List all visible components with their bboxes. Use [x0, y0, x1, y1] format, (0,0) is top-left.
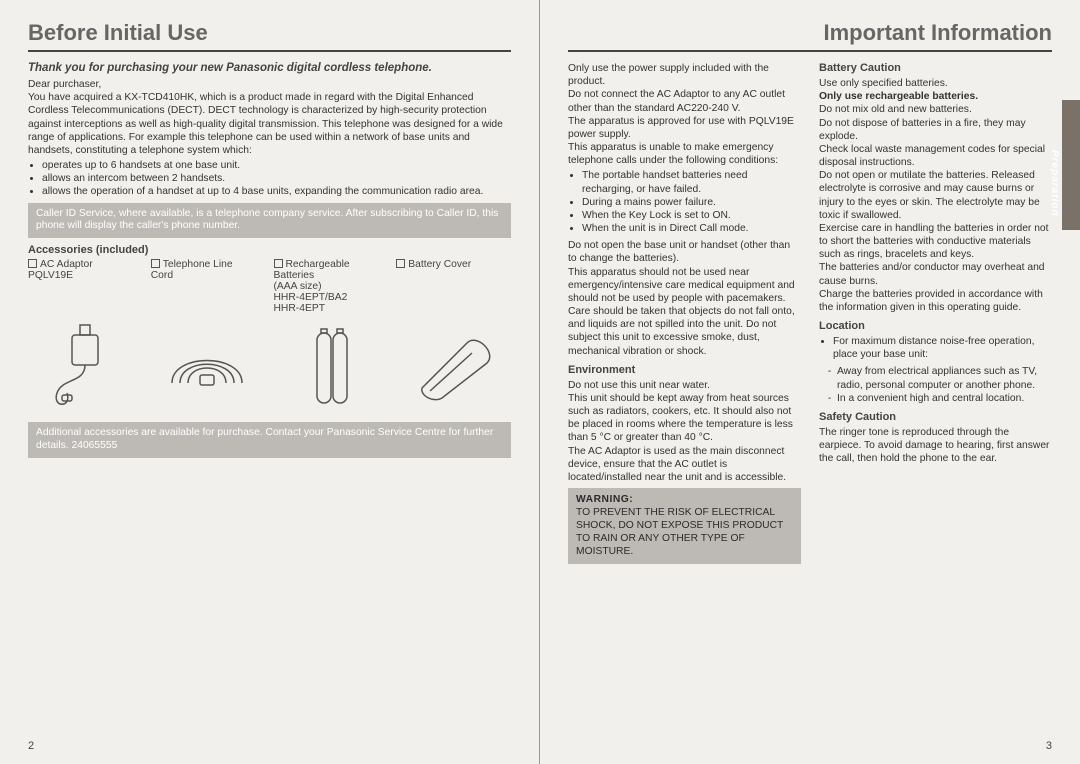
bullet: Away from electrical appliances such as …: [837, 365, 1052, 391]
bullet: allows an intercom between 2 handsets.: [42, 172, 511, 185]
page-number: 3: [1046, 740, 1052, 752]
bullets1: operates up to 6 handsets at one base un…: [28, 159, 511, 199]
bullet: In a convenient high and central locatio…: [837, 392, 1052, 405]
col1-mid: Do not open the base unit or handset (ot…: [568, 239, 801, 358]
acc-label: Telephone Line: [163, 259, 233, 270]
adaptor-icon: [28, 323, 137, 413]
warning-box: WARNING: TO PREVENT THE RISK OF ELECTRIC…: [568, 488, 801, 564]
loc-bullets: Away from electrical appliances such as …: [819, 365, 1052, 405]
acc-sub: Batteries (AAA size) HHR-4EPT/BA2 HHR-4E…: [274, 270, 348, 314]
battery-cover-icon: [402, 333, 511, 403]
bat-l2: Only use rechargeable batteries.: [819, 90, 1052, 103]
checkbox-icon: [28, 259, 37, 268]
col1-bullets: The portable handset batteries need rech…: [568, 169, 801, 235]
checkbox-icon: [396, 259, 405, 268]
acc-col: Battery Cover: [396, 259, 511, 314]
bullet: When the Key Lock is set to ON.: [582, 209, 801, 222]
rule: [28, 50, 511, 52]
page-right: Important Information Only use the power…: [540, 0, 1080, 764]
acc-sub: Cord: [151, 270, 173, 281]
bullet: During a mains power failure.: [582, 196, 801, 209]
tab-label: Preparation: [1049, 150, 1060, 168]
intro: Thank you for purchasing your new Panaso…: [28, 62, 511, 74]
bat-l1: Use only specified batteries.: [819, 77, 1052, 90]
warning-title: WARNING:: [576, 494, 793, 507]
acc-label: AC Adaptor: [40, 259, 93, 270]
env-text: Do not use this unit near water. This un…: [568, 379, 801, 484]
accessories-row: AC Adaptor PQLV19E Telephone Line Cord R…: [28, 259, 511, 314]
page-number: 2: [28, 740, 34, 752]
page-left: Before Initial Use Thank you for purchas…: [0, 0, 540, 764]
col1-top: Only use the power supply included with …: [568, 62, 801, 167]
accessory-images: [28, 318, 511, 418]
acc-col: Telephone Line Cord: [151, 259, 266, 314]
env-heading: Environment: [568, 364, 801, 376]
checkbox-icon: [151, 259, 160, 268]
bullet: When the unit is in Direct Call mode.: [582, 222, 801, 235]
rule: [568, 50, 1052, 52]
acc-col: Rechargeable Batteries (AAA size) HHR-4E…: [274, 259, 389, 314]
acc-label: Rechargeable: [286, 259, 350, 270]
page-title-right: Important Information: [568, 20, 1052, 46]
dear: Dear purchaser,: [28, 78, 511, 91]
loc-list: For maximum distance noise-free operatio…: [819, 335, 1052, 361]
location-heading: Location: [819, 320, 1052, 332]
callerid-box: Caller ID Service, where available, is a…: [28, 203, 511, 239]
col-right: Battery Caution Use only specified batte…: [819, 62, 1052, 564]
col-left: Only use the power supply included with …: [568, 62, 801, 564]
acc-col: AC Adaptor PQLV19E: [28, 259, 143, 314]
bullet: The portable handset batteries need rech…: [582, 169, 801, 195]
bat-text: Do not mix old and new batteries. Do not…: [819, 103, 1052, 314]
bullet: operates up to 6 handsets at one base un…: [42, 159, 511, 172]
loc-intro: For maximum distance noise-free operatio…: [833, 335, 1052, 361]
para1: You have acquired a KX-TCD410HK, which i…: [28, 91, 511, 157]
acc-sub: PQLV19E: [28, 270, 73, 281]
safety-text: The ringer tone is reproduced through th…: [819, 426, 1052, 466]
columns: Only use the power supply included with …: [568, 62, 1052, 564]
section-tab: Preparation: [1062, 100, 1080, 230]
batteries-icon: [278, 323, 387, 413]
battery-heading: Battery Caution: [819, 62, 1052, 74]
page-title-left: Before Initial Use: [28, 20, 511, 46]
bullet: allows the operation of a handset at up …: [42, 185, 511, 198]
cord-icon: [153, 333, 262, 403]
additional-box: Additional accessories are available for…: [28, 422, 511, 458]
safety-heading: Safety Caution: [819, 411, 1052, 423]
checkbox-icon: [274, 259, 283, 268]
warning-text: TO PREVENT THE RISK OF ELECTRICAL SHOCK,…: [576, 507, 793, 558]
accessories-heading: Accessories (included): [28, 244, 511, 256]
acc-label: Battery Cover: [408, 259, 471, 270]
